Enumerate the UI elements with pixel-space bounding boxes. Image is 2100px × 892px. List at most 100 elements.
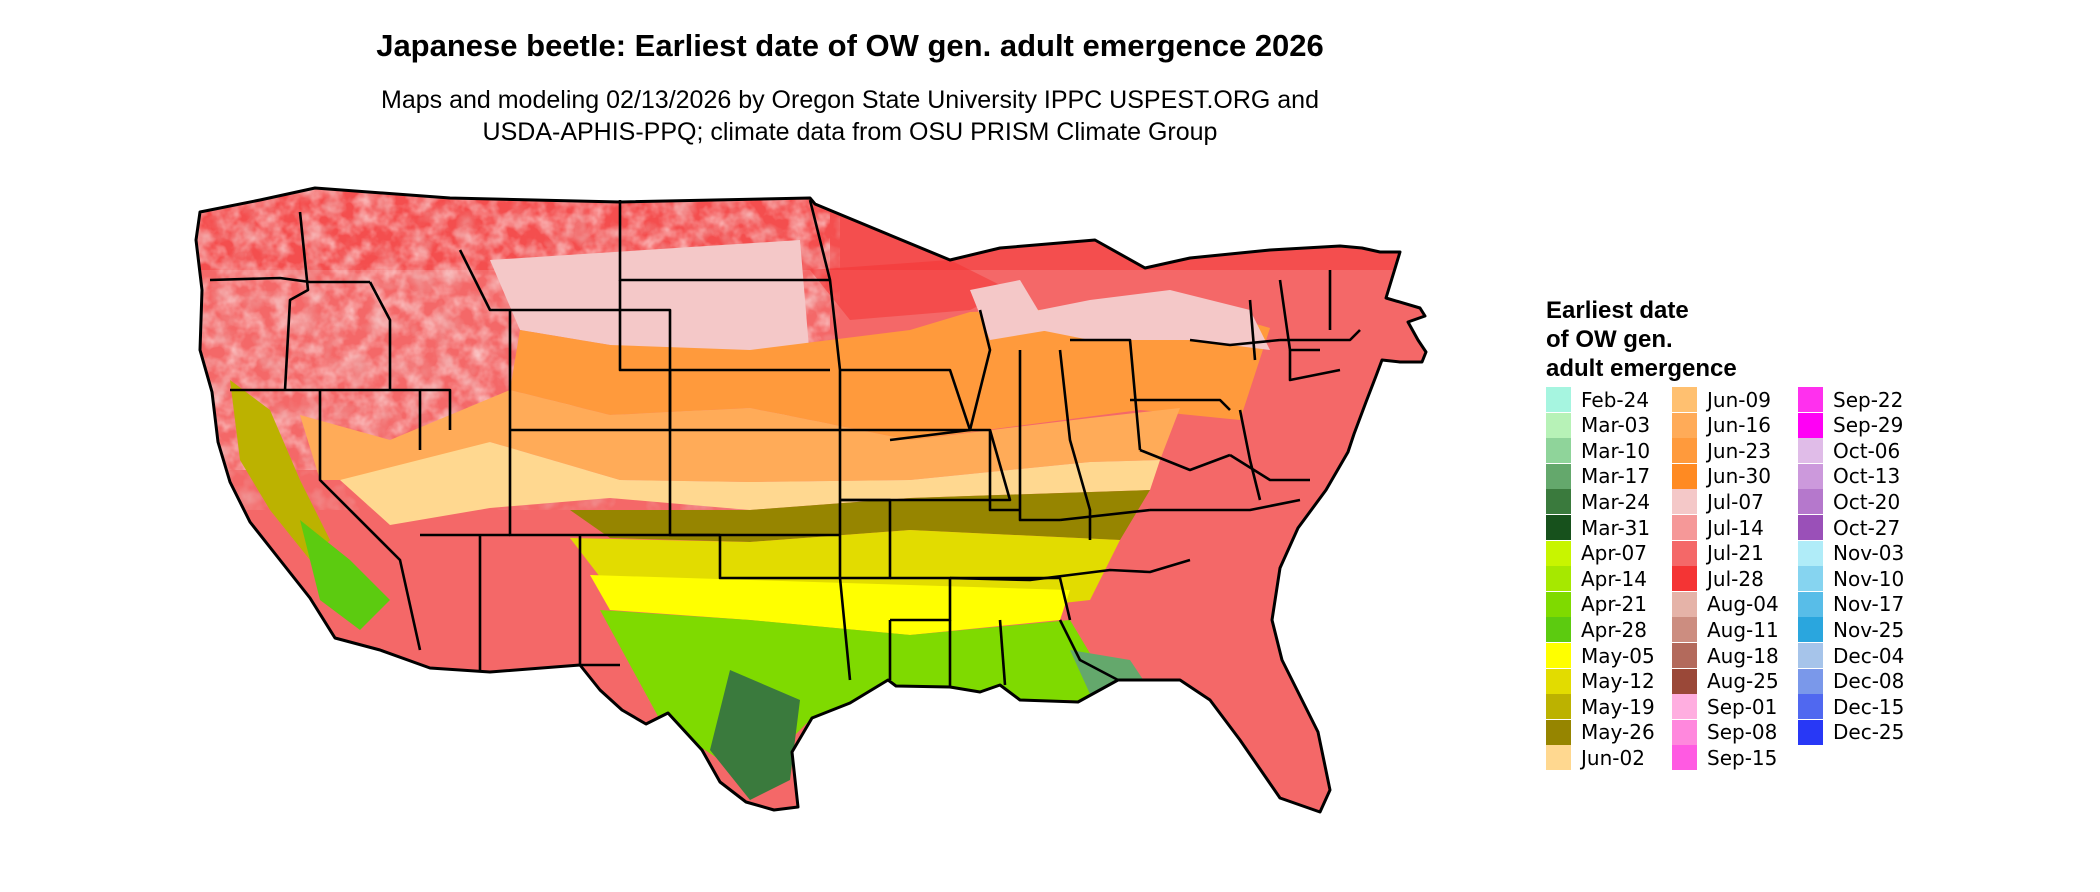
- legend-swatch: [1798, 489, 1823, 515]
- legend-swatch: [1672, 438, 1697, 464]
- legend-item: Dec-08: [1798, 668, 1905, 694]
- legend-label: Oct-20: [1833, 489, 1901, 514]
- legend-item: Aug-04: [1672, 591, 1779, 617]
- zone-california-valley: [230, 380, 330, 560]
- legend-swatch: [1546, 719, 1571, 745]
- legend-label: Dec-08: [1833, 669, 1905, 694]
- legend-item: Jun-09: [1672, 387, 1771, 412]
- legend-item: Jul-21: [1672, 540, 1764, 566]
- legend-swatch: [1798, 463, 1823, 489]
- zone-southern-tan: [340, 442, 1160, 525]
- legend-swatch: [1798, 540, 1823, 566]
- legend-item: May-05: [1546, 643, 1655, 668]
- legend-item: Sep-01: [1672, 694, 1778, 720]
- zone-michigan-pink: [970, 280, 1050, 340]
- legend-item: Aug-18: [1672, 643, 1779, 668]
- legend-item: Oct-20: [1798, 489, 1901, 515]
- legend-label: Dec-25: [1833, 720, 1905, 745]
- legend-label: Apr-14: [1581, 566, 1647, 591]
- legend-label: Aug-04: [1707, 592, 1779, 617]
- legend-item: Nov-10: [1798, 566, 1904, 592]
- legend-swatch: [1672, 719, 1697, 745]
- legend-item: Oct-13: [1798, 463, 1901, 489]
- legend-swatch: [1546, 668, 1571, 694]
- legend-item: May-12: [1546, 668, 1655, 694]
- legend-swatch: [1672, 617, 1697, 643]
- legend-label: Aug-18: [1707, 643, 1779, 668]
- legend-label: Dec-04: [1833, 643, 1905, 668]
- legend-label: Oct-06: [1833, 438, 1901, 463]
- legend-label: Aug-25: [1707, 669, 1779, 694]
- legend-swatch: [1798, 412, 1823, 438]
- legend-item: May-26: [1546, 719, 1655, 745]
- legend-label: Jun-30: [1707, 464, 1771, 489]
- legend-item: Apr-07: [1546, 540, 1647, 566]
- legend-label: Sep-29: [1833, 413, 1904, 438]
- legend-label: Sep-15: [1707, 745, 1778, 770]
- legend-item: May-19: [1546, 694, 1655, 720]
- legend-item: Dec-04: [1798, 643, 1904, 668]
- legend-item: Nov-03: [1798, 540, 1904, 566]
- legend-swatch: [1798, 668, 1823, 694]
- legend-title: Earliest date of OW gen. adult emergence: [1546, 296, 1737, 383]
- legend-swatch: [1546, 617, 1571, 643]
- legend-label: Mar-03: [1581, 413, 1651, 438]
- map-subtitle-line-2: USDA-APHIS-PPQ; climate data from OSU PR…: [482, 118, 1218, 146]
- legend-swatch: [1672, 387, 1697, 412]
- legend-item: Mar-03: [1546, 412, 1651, 438]
- legend-item: Mar-31: [1546, 515, 1650, 540]
- legend-item: Mar-24: [1546, 489, 1650, 515]
- legend-label: Jul-28: [1707, 566, 1764, 591]
- legend-swatch: [1672, 643, 1697, 668]
- legend-title-line: adult emergence: [1546, 355, 1737, 382]
- legend-swatch: [1672, 540, 1697, 566]
- legend-item: Mar-17: [1546, 463, 1651, 489]
- map-title: Japanese beetle: Earliest date of OW gen…: [376, 28, 1324, 63]
- emergence-zones: [196, 188, 1426, 812]
- legend-swatch: [1798, 515, 1823, 540]
- legend-label: Mar-17: [1581, 464, 1651, 489]
- zone-central-orange: [300, 390, 1180, 482]
- legend-swatch: [1672, 591, 1697, 617]
- legend-swatch: [1546, 387, 1571, 412]
- legend-label: Sep-01: [1707, 694, 1778, 719]
- state-borders: [209, 199, 1361, 687]
- legend-swatch: [1546, 566, 1571, 592]
- legend-title-line: of OW gen.: [1546, 326, 1673, 353]
- legend-swatch: [1546, 515, 1571, 540]
- legend-swatch: [1672, 668, 1697, 694]
- legend-swatch: [1546, 489, 1571, 515]
- legend-swatch: [1672, 694, 1697, 720]
- legend-swatch: [1546, 643, 1571, 668]
- legend-item: Jun-16: [1672, 412, 1771, 438]
- zone-florida-tip: [1120, 740, 1200, 812]
- legend-label: Sep-22: [1833, 387, 1904, 412]
- legend-item: Jul-07: [1672, 489, 1764, 515]
- legend-label: Aug-11: [1707, 617, 1779, 642]
- legend-label: Jun-23: [1707, 438, 1771, 463]
- legend-label: Jun-02: [1581, 745, 1645, 770]
- legend-item: Sep-29: [1798, 412, 1904, 438]
- zone-south-olive: [570, 490, 1150, 542]
- legend-swatch: [1798, 719, 1823, 745]
- legend-item: Oct-27: [1798, 515, 1900, 540]
- legend-swatch: [1546, 591, 1571, 617]
- legend-label: Oct-13: [1833, 464, 1901, 489]
- legend-label: Jul-07: [1707, 489, 1764, 514]
- legend-item: Apr-14: [1546, 566, 1647, 592]
- legend-item: Dec-15: [1798, 694, 1904, 720]
- legend-item: Oct-06: [1798, 438, 1901, 464]
- legend-label: Apr-28: [1581, 617, 1647, 642]
- legend-item: Nov-17: [1798, 591, 1904, 617]
- legend-label: May-19: [1581, 694, 1655, 719]
- legend-item: Sep-15: [1672, 745, 1778, 771]
- legend-item: Jun-23: [1672, 438, 1771, 464]
- legend-swatch: [1672, 566, 1697, 592]
- legend-swatch: [1546, 694, 1571, 720]
- legend-item: Aug-11: [1672, 617, 1779, 643]
- legend-label: Jun-09: [1707, 387, 1771, 412]
- legend-swatch: [1798, 617, 1823, 643]
- legend-swatch: [1546, 745, 1571, 771]
- legend-label: Mar-31: [1581, 515, 1651, 540]
- legend-label: Feb-24: [1581, 387, 1650, 412]
